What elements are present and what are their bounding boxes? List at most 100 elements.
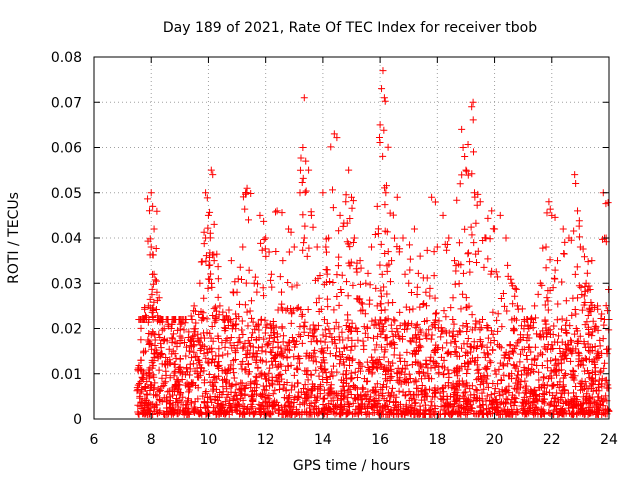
data-point [506,355,514,363]
data-point [383,267,391,275]
data-point [577,405,585,413]
data-point [546,409,554,417]
data-point [153,288,161,296]
data-point [388,257,396,265]
data-point [582,382,590,390]
data-point [191,398,199,406]
data-point [557,359,565,367]
data-point [312,366,320,374]
data-point [302,352,310,360]
data-point [364,269,372,277]
data-point [372,358,380,366]
data-point [578,404,586,412]
data-point [236,386,244,394]
data-point [202,189,210,197]
data-point [153,277,161,285]
data-point [195,311,203,319]
data-point [571,270,579,278]
data-point [294,355,302,363]
data-point [573,410,581,418]
data-point [449,316,457,324]
data-point [418,375,426,383]
data-point [373,363,381,371]
data-point [531,343,539,351]
data-point [419,274,427,282]
data-point [492,268,500,276]
data-point [596,342,604,350]
data-point [527,348,535,356]
data-point [521,410,529,418]
data-point [290,353,298,361]
data-point [562,321,570,329]
data-point [544,306,552,314]
data-point [589,317,597,325]
data-point [205,262,213,270]
data-point [401,376,409,384]
data-point [329,389,337,397]
data-point [225,306,233,314]
data-point [155,366,163,374]
data-point [288,283,296,291]
data-point [337,410,345,418]
data-point [531,386,539,394]
data-point [332,318,340,326]
data-point [381,346,389,354]
data-point [329,279,337,287]
data-point [150,384,158,392]
data-point [338,395,346,403]
data-point [199,314,207,322]
data-point [233,402,241,410]
data-point [301,222,309,230]
data-point [440,307,448,315]
data-point [452,383,460,391]
data-point [206,208,214,216]
data-point [509,300,517,308]
data-point [545,401,553,409]
data-point [315,307,323,315]
data-point [416,252,424,260]
data-point [421,390,429,398]
data-point [135,379,143,387]
data-point [148,291,156,299]
data-point [546,256,554,264]
data-point [325,325,333,333]
data-point [530,367,538,375]
data-point [273,378,281,386]
data-point [393,193,401,201]
data-point [548,211,556,219]
data-point [549,284,557,292]
data-point [370,389,378,397]
data-point [151,276,159,284]
data-point [592,323,600,331]
data-point [304,385,312,393]
data-point [295,408,303,416]
data-point [336,360,344,368]
data-point [333,293,341,301]
data-point [346,262,354,270]
data-point [563,316,571,324]
data-point [265,339,273,347]
data-point [240,343,248,351]
data-point [287,361,295,369]
data-point [574,207,582,215]
data-point [460,389,468,397]
data-point [396,374,404,382]
data-point [483,392,491,400]
data-point [190,332,198,340]
data-point [253,288,261,296]
data-point [212,352,220,360]
data-point [247,297,255,305]
data-point [301,367,309,375]
data-point [174,388,182,396]
data-point [211,303,219,311]
data-point [326,350,334,358]
data-point [205,359,213,367]
data-point [169,347,177,355]
data-point [520,364,528,372]
data-point [588,343,596,351]
data-point [428,331,436,339]
data-point [355,364,363,372]
data-point [443,339,451,347]
data-point [335,227,343,235]
data-point [446,410,454,418]
